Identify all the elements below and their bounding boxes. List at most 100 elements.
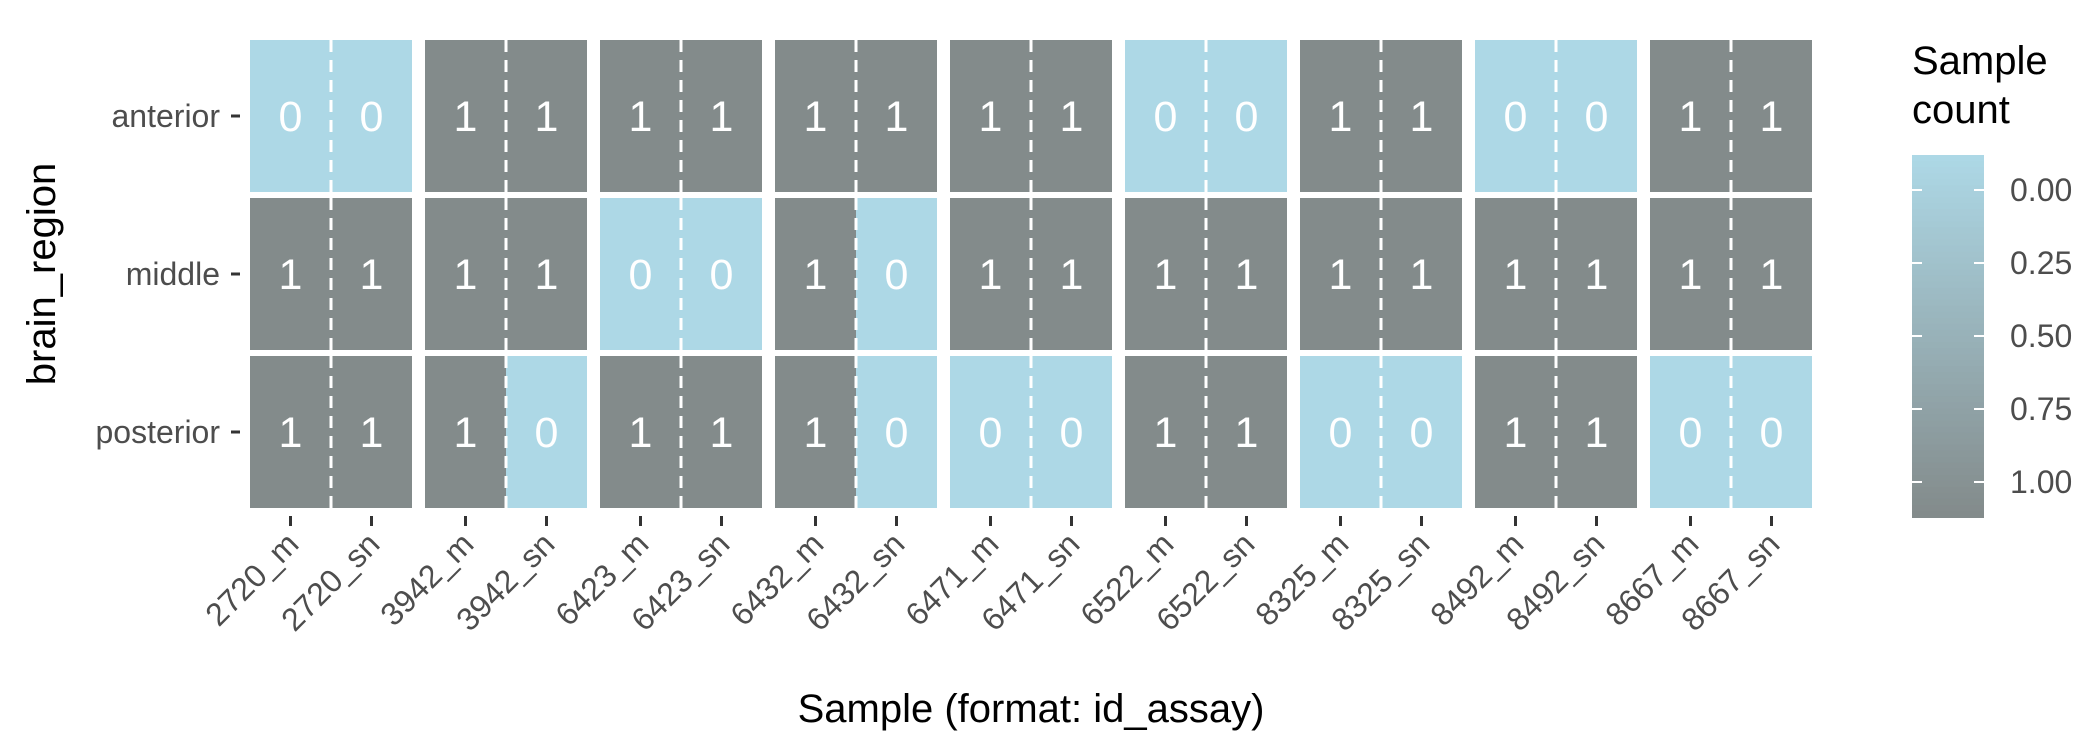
- heatmap-cell: [681, 40, 762, 192]
- heatmap-cell: [1206, 40, 1287, 192]
- legend-gradient-segment: [1912, 269, 1984, 277]
- legend-gradient-segment: [1912, 384, 1984, 392]
- cell-value-label: 1: [1154, 251, 1178, 299]
- legend-gradient-segment: [1912, 299, 1984, 307]
- cell-value-label: 1: [360, 409, 384, 457]
- heatmap-cell: [331, 40, 412, 192]
- cell-value-label: 0: [1329, 409, 1353, 457]
- legend-gradient-segment: [1912, 317, 1984, 325]
- cell-value-label: 1: [454, 409, 478, 457]
- legend-gradient-segment: [1912, 444, 1984, 452]
- cell-value-label: 1: [454, 93, 478, 141]
- legend-gradient-segment: [1912, 426, 1984, 434]
- legend-gradient-segment: [1912, 287, 1984, 295]
- cell-value-label: 1: [1060, 251, 1084, 299]
- heatmap-cell: [681, 356, 762, 508]
- legend-gradient-segment: [1912, 179, 1984, 187]
- y-tick-label: anterior: [112, 98, 221, 134]
- heatmap-cell: [1731, 40, 1812, 192]
- heatmap-cell: [856, 40, 937, 192]
- legend-gradient-segment: [1912, 348, 1984, 356]
- legend-gradient-segment: [1912, 209, 1984, 217]
- legend-break-label: 0.75: [2010, 391, 2072, 427]
- legend-gradient-segment: [1912, 510, 1984, 518]
- heatmap-cell: [1650, 356, 1731, 508]
- cell-value-label: 1: [1154, 409, 1178, 457]
- y-axis: anterior middle posterior: [96, 98, 240, 450]
- cell-value-label: 0: [279, 93, 303, 141]
- y-axis-title: brain_region: [20, 163, 64, 385]
- heatmap-cell: [600, 198, 681, 350]
- legend-gradient-segment: [1912, 161, 1984, 169]
- cell-value-label: 0: [710, 251, 734, 299]
- heatmap-cell: [600, 40, 681, 192]
- cell-value-labels: 0 0 1 1 1 1 1 1 1 1 0 0 1 1 0 0 1 1 1 1 1 1 0 0 1 0 1 1 1 1 1 1 1 1 1 1 1 1 1 0…: [279, 93, 1784, 457]
- cell-value-label: 0: [1235, 93, 1259, 141]
- heatmap-cell: [250, 356, 331, 508]
- legend: Sample count 0.00 0.25 0.50 0.75 1.00: [1912, 39, 2072, 518]
- heatmap-cell: [1650, 198, 1731, 350]
- legend-gradient-segment: [1912, 366, 1984, 374]
- cell-value-label: 0: [1585, 93, 1609, 141]
- cell-value-label: 1: [629, 409, 653, 457]
- cell-value-label: 1: [1410, 93, 1434, 141]
- cell-value-label: 1: [710, 93, 734, 141]
- x-axis-title: Sample (format: id_assay): [798, 687, 1265, 731]
- y-tick-label: middle: [126, 256, 220, 292]
- cell-value-label: 1: [1760, 93, 1784, 141]
- legend-gradient-segment: [1912, 215, 1984, 223]
- legend-break-label: 0.50: [2010, 318, 2072, 354]
- cell-value-label: 1: [454, 251, 478, 299]
- heatmap-cell: [506, 356, 587, 508]
- heatmap-cell: [331, 356, 412, 508]
- heatmap-cell: [681, 198, 762, 350]
- legend-gradient-segment: [1912, 221, 1984, 229]
- legend-gradient-segment: [1912, 185, 1984, 193]
- cell-value-label: 1: [535, 93, 559, 141]
- cell-value-label: 1: [1410, 251, 1434, 299]
- cell-value-label: 0: [885, 409, 909, 457]
- heatmap-cell: [1475, 40, 1556, 192]
- legend-gradient-segment: [1912, 492, 1984, 500]
- legend-gradient-segment: [1912, 336, 1984, 344]
- heatmap-cell: [950, 40, 1031, 192]
- legend-gradient-segment: [1912, 239, 1984, 247]
- legend-title-line-1: Sample: [1912, 39, 2048, 83]
- legend-gradient-segment: [1912, 450, 1984, 458]
- heatmap-cell: [856, 356, 937, 508]
- heatmap-cell: [1125, 198, 1206, 350]
- legend-gradient-segment: [1912, 480, 1984, 488]
- cell-value-label: 0: [979, 409, 1003, 457]
- heatmap-cell: [1125, 356, 1206, 508]
- heatmap-cell: [1381, 198, 1462, 350]
- legend-gradient-segment: [1912, 462, 1984, 470]
- heatmap-cell: [1381, 356, 1462, 508]
- legend-gradient-segment: [1912, 203, 1984, 211]
- cell-value-label: 0: [360, 93, 384, 141]
- cell-value-label: 1: [1679, 93, 1703, 141]
- legend-break-label: 1.00: [2010, 464, 2072, 500]
- legend-gradient-segment: [1912, 173, 1984, 181]
- y-tick-label: posterior: [96, 414, 221, 450]
- cell-value-label: 0: [1504, 93, 1528, 141]
- cell-value-label: 1: [804, 409, 828, 457]
- legend-gradient-segment: [1912, 360, 1984, 368]
- cell-value-label: 1: [1329, 251, 1353, 299]
- legend-gradient-segment: [1912, 191, 1984, 199]
- heatmap-cell: [1650, 40, 1731, 192]
- legend-gradient-segment: [1912, 251, 1984, 259]
- cell-value-label: 1: [710, 409, 734, 457]
- legend-gradient-segment: [1912, 275, 1984, 283]
- cell-value-label: 1: [1329, 93, 1353, 141]
- heatmap-cell: [950, 198, 1031, 350]
- heatmap-cell: [775, 40, 856, 192]
- cell-value-label: 1: [279, 251, 303, 299]
- legend-gradient-segment: [1912, 486, 1984, 494]
- legend-gradient-segment: [1912, 167, 1984, 175]
- legend-gradient-segment: [1912, 311, 1984, 319]
- legend-gradient-segment: [1912, 414, 1984, 422]
- heatmap-cell: [425, 198, 506, 350]
- cell-value-label: 1: [885, 93, 909, 141]
- legend-gradient-segment: [1912, 498, 1984, 506]
- cell-value-label: 1: [1760, 251, 1784, 299]
